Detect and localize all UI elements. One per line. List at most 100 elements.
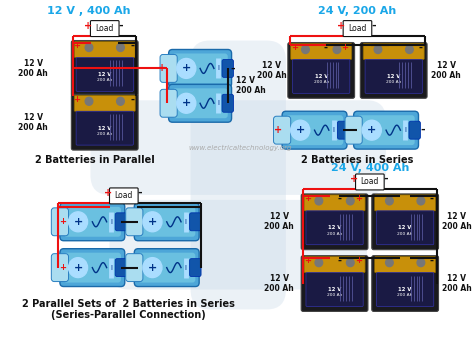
Text: I: I [217,100,219,106]
Circle shape [315,259,323,267]
FancyBboxPatch shape [169,50,232,87]
Text: 12 V
200 Ah: 12 V 200 Ah [18,59,48,78]
Text: Load: Load [115,191,133,201]
Text: 24 V, 200 Ah: 24 V, 200 Ah [319,6,397,16]
FancyBboxPatch shape [304,195,365,211]
Circle shape [291,120,310,140]
FancyBboxPatch shape [301,256,368,311]
FancyBboxPatch shape [354,111,419,149]
FancyBboxPatch shape [222,94,234,112]
Text: I: I [217,65,219,72]
Text: 12 V
200 Ah: 12 V 200 Ah [237,76,266,95]
FancyBboxPatch shape [376,272,434,307]
Text: -: - [430,194,434,204]
FancyBboxPatch shape [51,254,68,281]
FancyBboxPatch shape [286,115,343,145]
Text: 12 V: 12 V [328,225,341,230]
FancyBboxPatch shape [372,256,438,311]
Text: I: I [110,265,112,271]
Circle shape [85,97,93,105]
FancyBboxPatch shape [363,44,424,60]
Text: 12 V
200 Ah: 12 V 200 Ah [431,61,461,80]
Text: +: + [304,194,311,203]
Text: I: I [185,265,187,271]
FancyBboxPatch shape [76,57,133,91]
FancyBboxPatch shape [292,60,350,93]
Circle shape [315,197,323,205]
Text: +: + [59,217,66,226]
FancyBboxPatch shape [190,259,201,277]
Text: +: + [182,98,191,108]
FancyBboxPatch shape [356,174,384,190]
Text: -: - [130,94,135,104]
Circle shape [374,45,382,53]
Text: -: - [118,21,123,31]
FancyBboxPatch shape [72,41,138,96]
FancyBboxPatch shape [173,53,228,83]
Circle shape [177,93,196,113]
FancyBboxPatch shape [190,213,201,231]
Text: +: + [73,41,81,50]
Text: +: + [355,256,362,265]
Text: +: + [73,217,82,227]
Circle shape [143,258,162,278]
FancyBboxPatch shape [273,116,291,144]
FancyBboxPatch shape [343,21,372,36]
FancyBboxPatch shape [160,54,177,82]
FancyBboxPatch shape [357,115,415,145]
FancyBboxPatch shape [191,41,286,310]
Text: 12 V: 12 V [399,225,412,230]
Circle shape [117,44,124,52]
Text: 200 Ah: 200 Ah [327,232,342,236]
Circle shape [143,212,162,232]
Text: -: - [337,256,341,266]
Text: 12 V: 12 V [328,287,341,292]
Circle shape [68,258,88,278]
FancyBboxPatch shape [160,89,177,117]
Text: 2 Batteries in Series: 2 Batteries in Series [301,155,414,165]
Circle shape [385,197,393,205]
Text: +: + [367,125,376,135]
Text: -: - [420,125,425,135]
Text: +: + [342,43,348,52]
Text: +: + [291,43,298,52]
Text: -: - [430,256,434,266]
Text: 200 Ah: 200 Ah [398,232,413,236]
Text: I: I [404,127,406,133]
Text: -: - [324,43,328,53]
FancyBboxPatch shape [169,84,232,122]
Circle shape [346,259,354,267]
Circle shape [417,259,425,267]
FancyBboxPatch shape [91,100,386,195]
FancyBboxPatch shape [138,253,195,282]
Circle shape [417,197,425,205]
FancyBboxPatch shape [51,208,68,236]
FancyBboxPatch shape [360,43,427,98]
FancyBboxPatch shape [76,111,133,145]
Text: 12 V
200 Ah: 12 V 200 Ah [264,212,294,232]
FancyBboxPatch shape [288,43,355,98]
Text: +: + [148,217,157,227]
FancyBboxPatch shape [376,211,434,245]
FancyBboxPatch shape [91,21,119,36]
Text: I: I [185,219,187,225]
FancyBboxPatch shape [372,194,438,250]
FancyBboxPatch shape [173,88,228,118]
Circle shape [362,120,381,140]
Circle shape [117,97,124,105]
Text: I: I [333,127,335,133]
Text: www.electricaltechnology.org: www.electricaltechnology.org [188,145,292,151]
FancyBboxPatch shape [291,44,352,60]
Text: -: - [230,63,235,73]
Text: 12 V
200 Ah: 12 V 200 Ah [18,112,48,132]
Text: 200 Ah: 200 Ah [398,293,413,298]
FancyBboxPatch shape [301,194,368,250]
FancyBboxPatch shape [374,195,436,211]
Text: -: - [337,194,341,204]
Text: -: - [138,188,142,198]
FancyBboxPatch shape [109,200,367,290]
Text: +: + [59,263,66,272]
FancyBboxPatch shape [74,95,135,111]
FancyBboxPatch shape [304,257,365,272]
Text: +: + [304,256,311,265]
